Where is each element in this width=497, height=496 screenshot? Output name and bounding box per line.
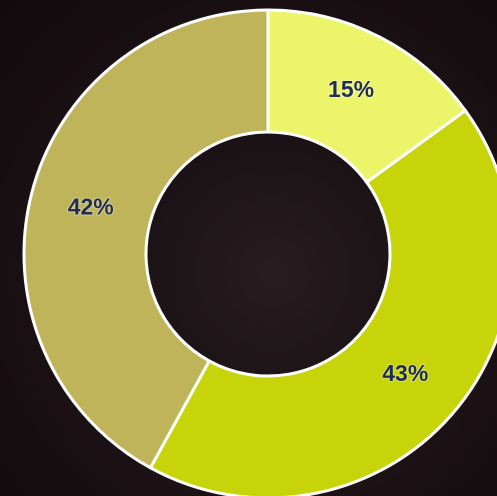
data-label: 42% bbox=[68, 194, 114, 220]
donut-slice bbox=[266, 8, 468, 185]
data-label: 15% bbox=[328, 76, 374, 102]
donut-slice bbox=[22, 8, 270, 470]
data-label: 43% bbox=[382, 360, 428, 386]
donut-hole bbox=[146, 132, 390, 376]
donut-slice bbox=[148, 108, 497, 496]
